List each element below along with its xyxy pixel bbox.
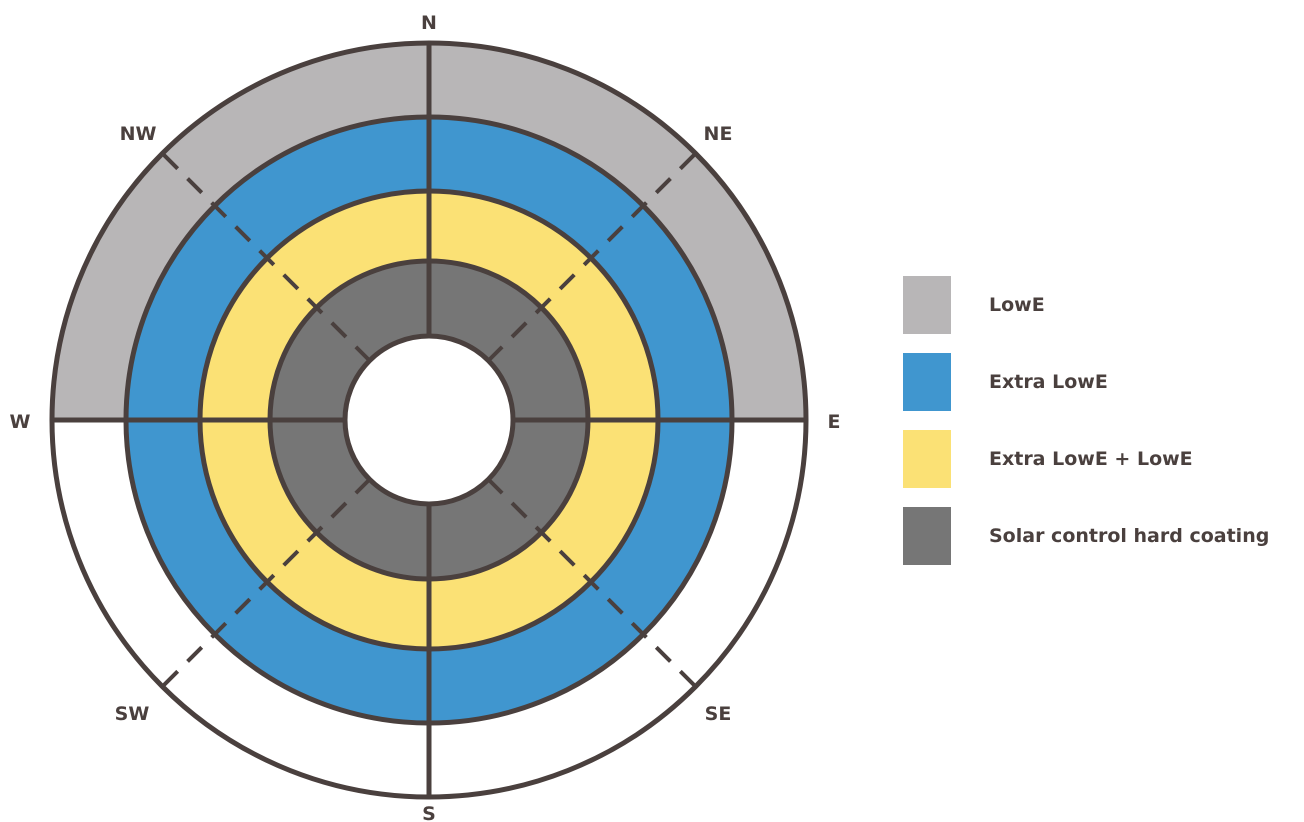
direction-label-nw: NW: [120, 123, 157, 145]
direction-label-w: W: [10, 411, 31, 433]
legend-swatch-solar-control: [903, 507, 951, 565]
gray-ring-outline: [267, 258, 591, 582]
yellow-ring-outline: [197, 188, 661, 652]
legend-swatch-lowe: [903, 276, 951, 334]
legend-item-extra-lowe: Extra LowE: [903, 353, 1298, 411]
legend-label-solar-control: Solar control hard coating: [989, 525, 1270, 547]
legend-swatch-extra-lowe-plus-lowe: [903, 430, 951, 488]
legend-item-lowe: LowE: [903, 276, 1298, 334]
legend-item-extra-lowe-plus-lowe: Extra LowE + LowE: [903, 430, 1298, 488]
direction-label-se: SE: [705, 703, 732, 725]
direction-label-sw: SW: [115, 703, 150, 725]
legend: LowE Extra LowE Extra LowE + LowE Solar …: [903, 276, 1298, 584]
direction-label-ne: NE: [704, 123, 733, 145]
center-hole: [345, 336, 513, 504]
direction-label-n: N: [421, 12, 437, 34]
outer-ring-outline: [49, 40, 809, 800]
legend-item-solar-control: Solar control hard coating: [903, 507, 1298, 565]
direction-label-s: S: [422, 803, 436, 822]
legend-swatch-extra-lowe: [903, 353, 951, 411]
legend-label-extra-lowe: Extra LowE: [989, 371, 1108, 393]
direction-label-e: E: [828, 411, 841, 433]
extra-lowe-ring-outline: [123, 114, 735, 726]
legend-label-lowe: LowE: [989, 294, 1045, 316]
center-hole-outline: [342, 333, 516, 507]
legend-label-extra-lowe-plus-lowe: Extra LowE + LowE: [989, 448, 1193, 470]
ring-outlines: [49, 40, 809, 800]
compass-labels: N NE E SE S SW W NW: [10, 12, 841, 822]
